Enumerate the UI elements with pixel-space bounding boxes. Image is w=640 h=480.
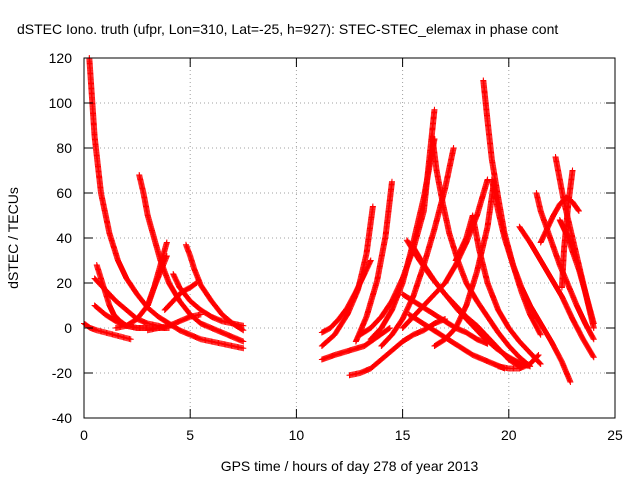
data-point	[239, 326, 246, 333]
x-tick-label: 10	[289, 427, 305, 443]
x-tick-label: 15	[395, 427, 411, 443]
data-point	[127, 336, 134, 343]
y-tick-label: -20	[52, 365, 72, 381]
data-point	[369, 203, 376, 210]
x-tick-label: 0	[80, 427, 88, 443]
data-point	[240, 327, 247, 334]
y-tick-label: 60	[56, 185, 72, 201]
y-tick-label: 120	[49, 50, 73, 66]
y-tick-label: 40	[56, 230, 72, 246]
y-axis-title: dSTEC / TECUs	[5, 187, 21, 289]
series-0	[86, 55, 247, 352]
data-point	[163, 239, 170, 246]
y-tick-label: 20	[56, 275, 72, 291]
y-tick-label: 80	[56, 140, 72, 156]
data-point	[386, 325, 393, 331]
x-tick-label: 5	[186, 427, 194, 443]
y-tick-label: 0	[64, 320, 72, 336]
y-tick-label: -40	[52, 410, 72, 426]
data-point	[367, 257, 374, 264]
data-point	[193, 280, 200, 286]
x-axis-title: GPS time / hours of day 278 of year 2013	[221, 458, 479, 474]
data-point	[163, 253, 170, 259]
data-point	[197, 311, 204, 318]
series-11	[144, 311, 204, 334]
series-7	[144, 253, 170, 309]
chart-title: dSTEC Iono. truth (ufpr, Lon=310, Lat=-2…	[17, 21, 558, 37]
data-point	[240, 345, 247, 352]
x-tick-label: 20	[501, 427, 517, 443]
data-point	[388, 178, 395, 185]
grid	[84, 58, 615, 418]
data-point	[385, 325, 392, 332]
series-10	[161, 280, 200, 313]
data-point	[240, 338, 247, 345]
series-13	[318, 203, 376, 349]
series-16	[352, 178, 395, 345]
series-layer	[81, 55, 597, 385]
y-tick-label: 100	[49, 95, 73, 111]
series-9	[182, 241, 247, 334]
data-point	[192, 280, 199, 287]
x-tick-label: 25	[607, 427, 623, 443]
